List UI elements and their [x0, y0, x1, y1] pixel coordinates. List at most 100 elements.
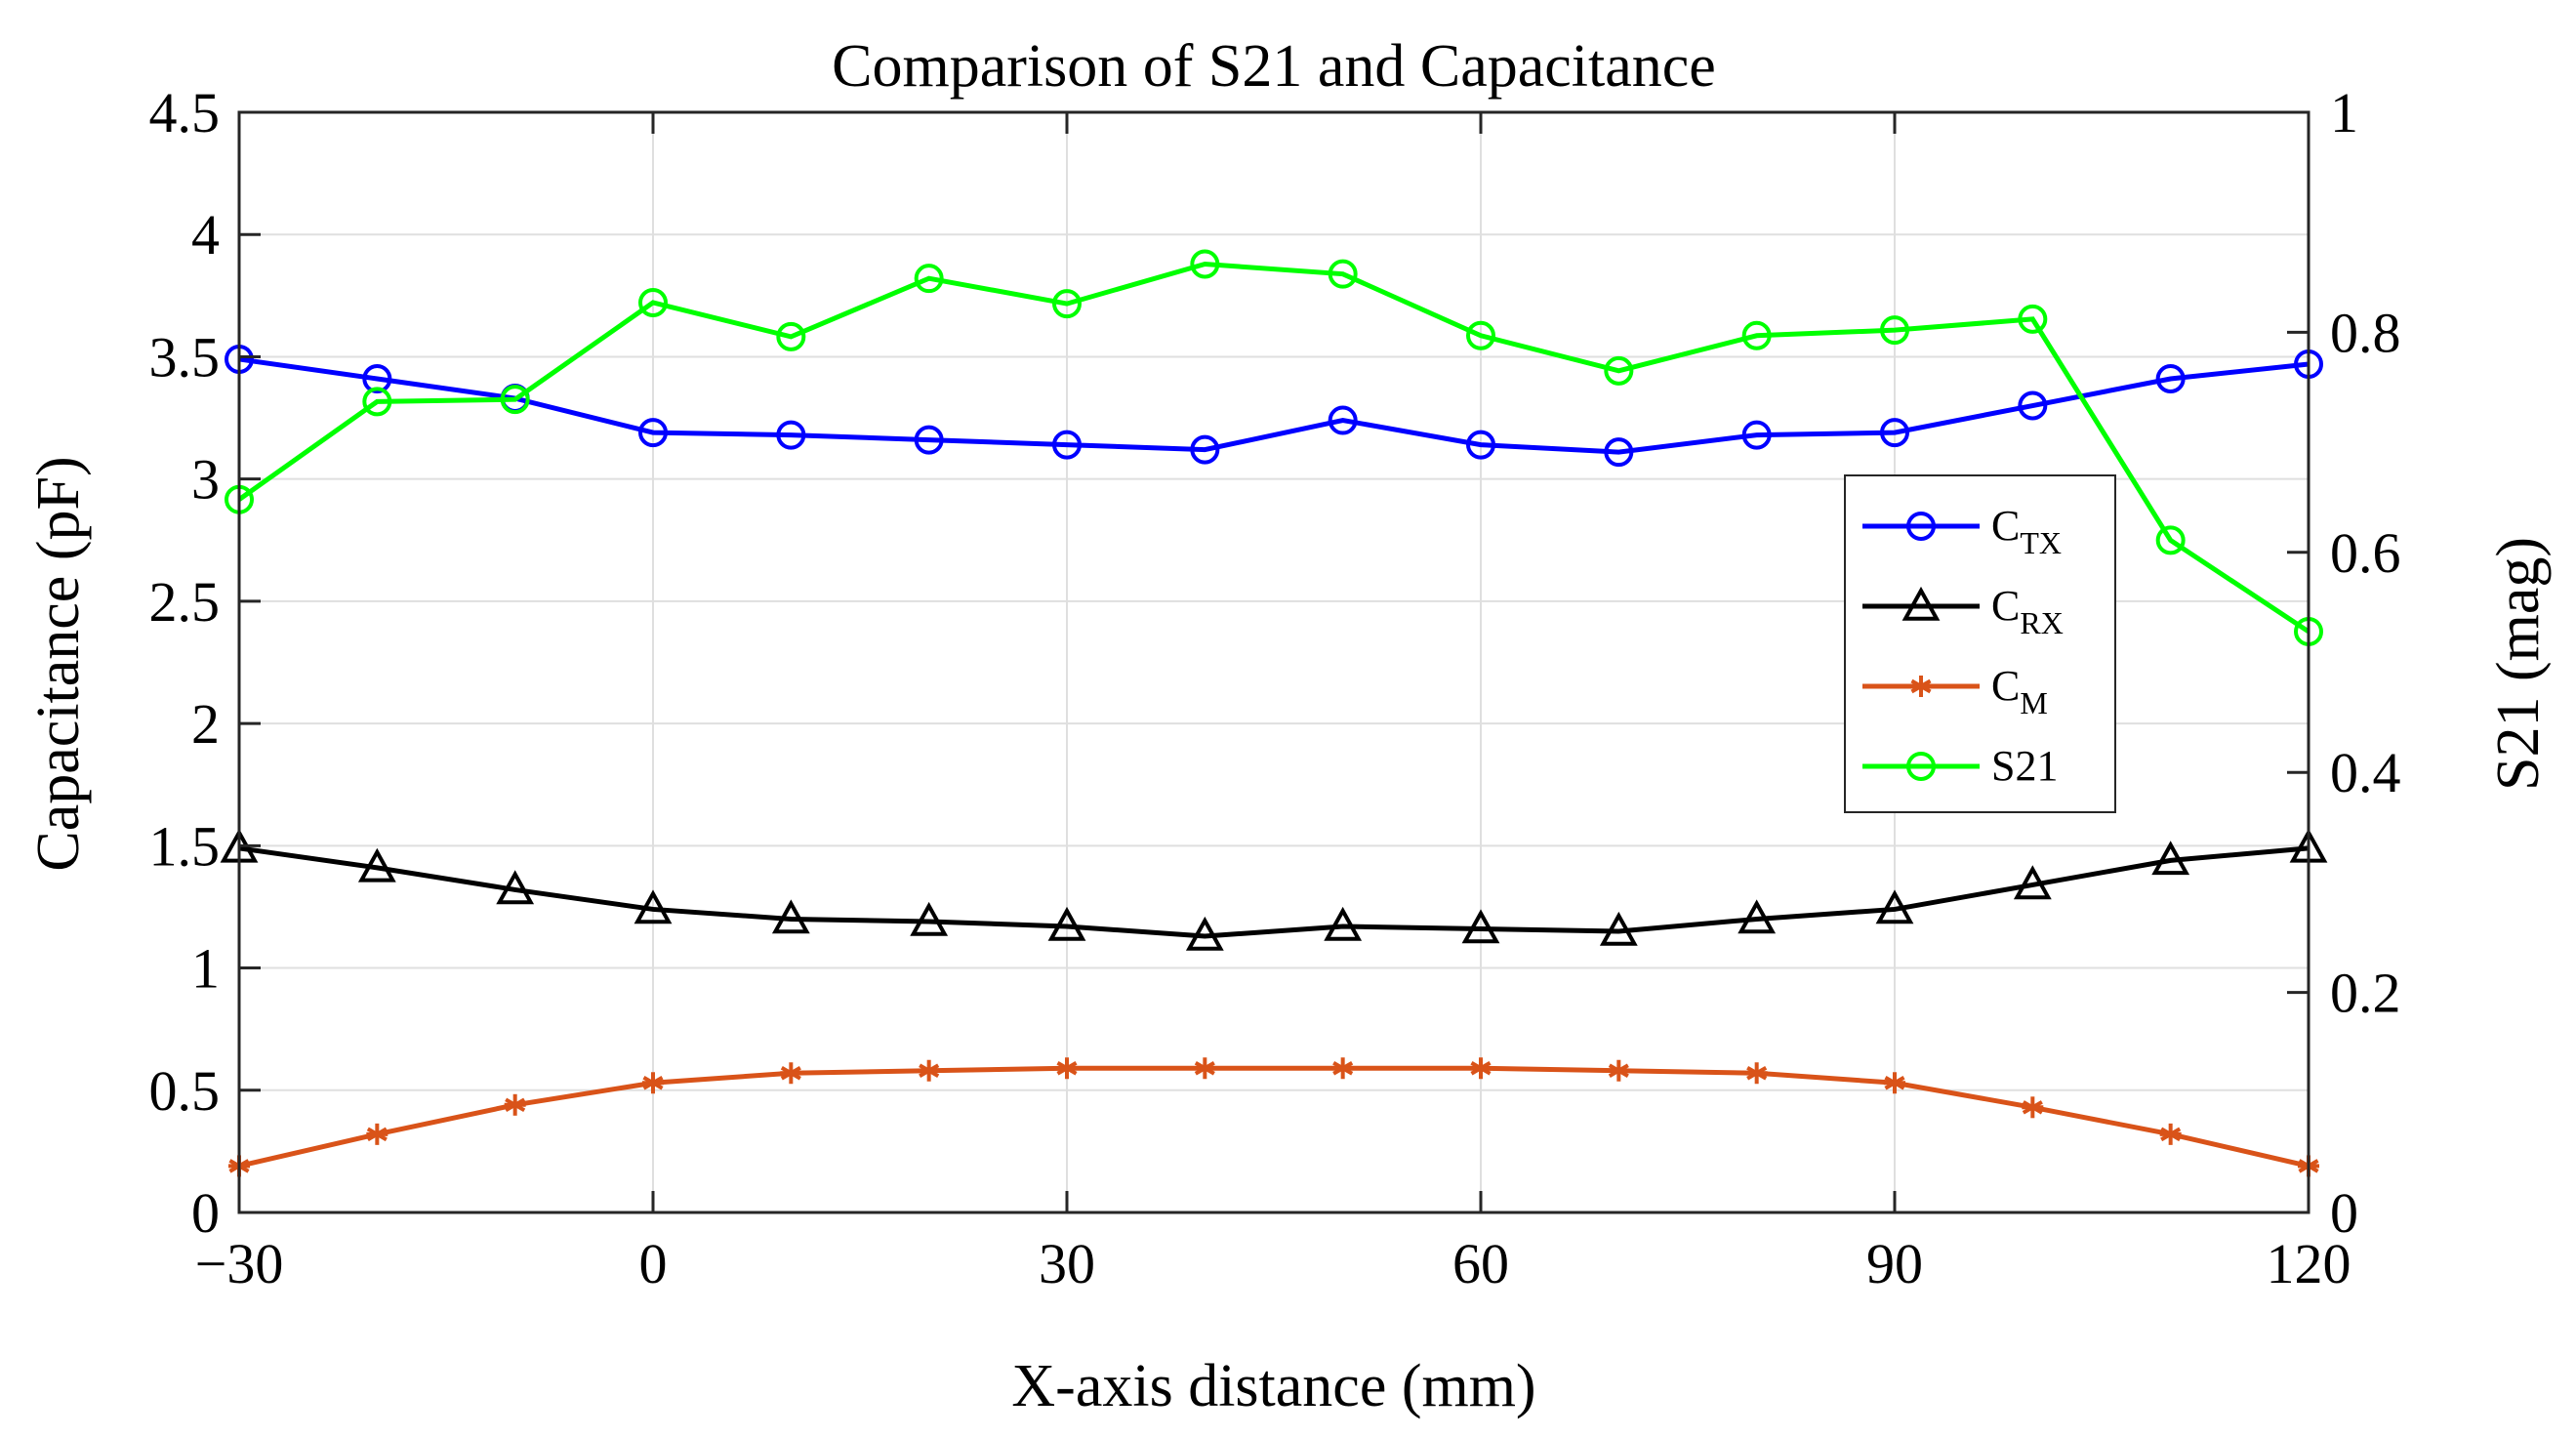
data-point-s21: [2155, 525, 2186, 555]
data-point-s21: [1604, 355, 1634, 386]
y-right-tick-label: 0.6: [2330, 521, 2401, 585]
x-axis-title: X-axis distance (mm): [1011, 1353, 1535, 1419]
data-point-cm: [1470, 1057, 1492, 1080]
data-point-crx: [1875, 889, 1914, 924]
legend-item-s21: S21: [1862, 742, 2058, 790]
y-left-tick-label: 0: [191, 1181, 220, 1245]
data-point-ctx: [1052, 430, 1082, 460]
data-point-s21: [1052, 289, 1082, 319]
data-point-cm: [918, 1059, 940, 1082]
data-point-ctx: [1190, 434, 1220, 465]
y-right-tick-label: 0.2: [2330, 962, 2401, 1025]
y-left-tick-label: 1: [191, 937, 220, 1001]
y-right-tick-label: 0.4: [2330, 741, 2401, 804]
data-point-s21: [1741, 320, 1772, 350]
legend-marker: [1906, 512, 1936, 541]
series-line-cm: [238, 1065, 2310, 1169]
data-point-ctx: [1328, 405, 1358, 435]
data-point-s21: [1466, 320, 1495, 350]
data-point-cm: [504, 1093, 526, 1116]
data-point-s21: [914, 264, 944, 294]
data-point-crx: [634, 889, 673, 924]
data-point-crx: [1738, 899, 1777, 934]
y-right-tick-label: 0: [2330, 1181, 2358, 1245]
data-point-cm: [1056, 1057, 1078, 1080]
data-point-cm: [2022, 1096, 2044, 1119]
data-point-crx: [2013, 865, 2052, 900]
data-point-cm: [642, 1072, 664, 1094]
series-layer: [220, 249, 2328, 1177]
y-left-tick-label: 3: [191, 448, 220, 512]
data-point-s21: [500, 385, 530, 415]
data-point-cm: [1331, 1057, 1354, 1080]
data-point-s21: [638, 287, 668, 317]
data-point-ctx: [1880, 418, 1909, 448]
y-left-tick-label: 4.5: [149, 81, 221, 144]
x-tick-label: 30: [1039, 1232, 1095, 1295]
data-point-ctx: [776, 420, 806, 450]
data-point-cm: [1745, 1062, 1768, 1085]
data-point-s21: [362, 387, 392, 417]
series-crx: [220, 828, 2328, 951]
data-point-s21: [776, 321, 806, 351]
chart-title: Comparison of S21 and Capacitance: [832, 33, 1716, 100]
legend-label: CRX: [1991, 582, 2064, 640]
tick-labels: −30 0 30 60 90 12000.511.522.533.544.500.20.4…: [149, 81, 2401, 1295]
y-left-tick-label: 2: [191, 692, 220, 756]
data-point-crx: [1599, 911, 1638, 946]
legend-item-ctx: CTX: [1862, 502, 2062, 560]
series-line-s21: [237, 262, 2310, 635]
ticks: [237, 110, 2310, 1214]
y-left-tick-label: 0.5: [149, 1059, 221, 1123]
x-tick-label: −30: [195, 1232, 284, 1295]
data-point-ctx: [2155, 363, 2186, 393]
y-left-tick-label: 2.5: [149, 570, 221, 634]
data-point-s21: [2018, 304, 2048, 334]
data-point-s21: [1190, 249, 1220, 279]
series-line-ctx: [238, 356, 2310, 455]
y-left-tick-label: 3.5: [149, 325, 221, 389]
legend-item-cm: CM: [1862, 662, 2048, 720]
data-point-ctx: [638, 418, 668, 448]
legend-label: S21: [1991, 742, 2058, 790]
data-point-cm: [366, 1123, 388, 1145]
y-left-tick-label: 1.5: [149, 814, 221, 878]
legend-label: CM: [1991, 662, 2048, 720]
legend: CTX CRX CM S21: [1844, 474, 2116, 813]
y-axis-left-title: Capacitance (pF): [25, 456, 92, 871]
legend-label: CTX: [1991, 502, 2062, 560]
plot-frame: [237, 110, 2310, 1214]
data-point-cm: [1608, 1059, 1630, 1082]
x-tick-label: 0: [639, 1232, 668, 1295]
legend-marker: [1910, 676, 1932, 697]
data-point-s21: [1880, 315, 1909, 346]
legend-marker: [1901, 586, 1941, 621]
data-point-cm: [1194, 1057, 1216, 1080]
data-point-ctx: [1604, 437, 1634, 468]
data-point-crx: [1047, 906, 1086, 941]
data-point-crx: [496, 870, 535, 905]
series-cm: [228, 1057, 2319, 1177]
data-point-cm: [2159, 1123, 2182, 1145]
y-right-tick-label: 0.8: [2330, 301, 2401, 364]
data-point-cm: [780, 1062, 802, 1085]
legend-marker: [1906, 752, 1936, 781]
x-tick-label: 60: [1452, 1232, 1509, 1295]
x-tick-label: 120: [2267, 1232, 2351, 1295]
data-point-ctx: [914, 425, 944, 455]
y-axis-right-title: S21 (mag): [2485, 537, 2552, 791]
data-point-ctx: [362, 363, 392, 393]
series-ctx: [225, 344, 2323, 468]
data-point-ctx: [1466, 430, 1495, 460]
legend-box: [1844, 474, 2116, 813]
y-right-tick-label: 1: [2330, 81, 2358, 144]
data-point-s21: [1328, 259, 1358, 289]
data-point-crx: [910, 901, 949, 936]
y-left-tick-label: 4: [191, 203, 220, 267]
data-point-cm: [1884, 1072, 1905, 1094]
series-line-crx: [238, 845, 2310, 939]
data-point-crx: [771, 899, 810, 934]
data-point-ctx: [2018, 390, 2048, 421]
data-point-ctx: [1741, 420, 1772, 450]
